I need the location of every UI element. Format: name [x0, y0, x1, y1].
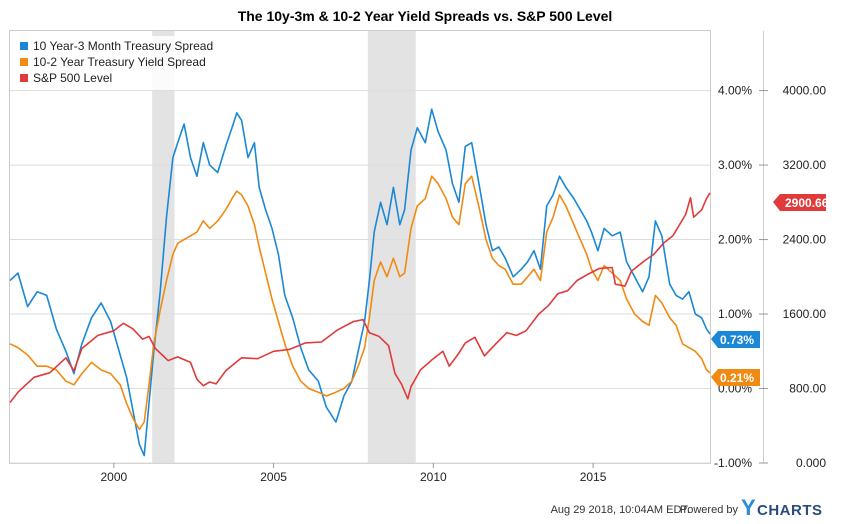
right-axis: 0.000 800.00 1600.00 2400.00 3200.00 4000.00	[759, 31, 826, 470]
x-axis: 2000 2005 2010 2015	[100, 463, 607, 484]
left-tick-label-5: 4.00%	[718, 84, 752, 98]
series-line-1	[9, 108, 711, 457]
legend-swatch-sp500	[20, 74, 28, 82]
legend-label-sp500[interactable]: S&P 500 Level	[33, 71, 112, 85]
chart-title: The 10y-3m & 10-2 Year Yield Spreads vs.…	[238, 8, 613, 24]
left-tick-label-3: 2.00%	[718, 233, 752, 247]
ycharts-logo[interactable]: Y CHARTS	[741, 495, 823, 520]
right-tick-label-0: 0.000	[796, 456, 826, 470]
left-tick-label-0: -1.00%	[714, 456, 752, 470]
last-value-badge-10y3m: 0.73%	[711, 331, 760, 348]
x-tick-label-2005: 2005	[260, 470, 287, 484]
last-value-10y2y: 0.21%	[720, 371, 754, 385]
last-value-sp500: 2900.66	[785, 196, 829, 210]
right-tick-label-4: 3200.00	[783, 158, 827, 172]
svg-text:Y: Y	[741, 495, 756, 520]
legend: 10 Year-3 Month Treasury Spread 10-2 Yea…	[12, 36, 239, 90]
series-line-3	[9, 192, 711, 403]
last-value-badge-sp500: 2900.66	[773, 194, 829, 211]
last-value-badge-10y2y: 0.21%	[711, 369, 760, 386]
left-tick-label-4: 3.00%	[718, 158, 752, 172]
left-tick-label-2: 1.00%	[718, 307, 752, 321]
legend-label-10y2y[interactable]: 10-2 Year Treasury Yield Spread	[33, 55, 206, 69]
x-tick-label-2000: 2000	[100, 470, 127, 484]
legend-label-10y3m[interactable]: 10 Year-3 Month Treasury Spread	[33, 39, 213, 53]
legend-swatch-10y3m	[20, 42, 28, 50]
left-axis: -1.00%0.00%1.00%2.00%3.00%4.00%	[714, 84, 752, 470]
svg-text:CHARTS: CHARTS	[757, 502, 823, 519]
x-tick-label-2015: 2015	[580, 470, 607, 484]
right-tick-label-1: 800.00	[789, 382, 826, 396]
footer-timestamp: Aug 29 2018, 10:04AM EDT.	[551, 504, 690, 516]
series-lines	[9, 108, 711, 457]
x-tick-label-2010: 2010	[420, 470, 447, 484]
right-tick-label-5: 4000.00	[783, 84, 827, 98]
footer-powered-by: Powered by	[680, 504, 739, 516]
legend-swatch-10y2y	[20, 58, 28, 66]
last-value-10y3m: 0.73%	[720, 333, 754, 347]
series-line-2	[9, 175, 711, 431]
right-tick-label-3: 2400.00	[783, 233, 827, 247]
right-tick-label-2: 1600.00	[783, 307, 827, 321]
